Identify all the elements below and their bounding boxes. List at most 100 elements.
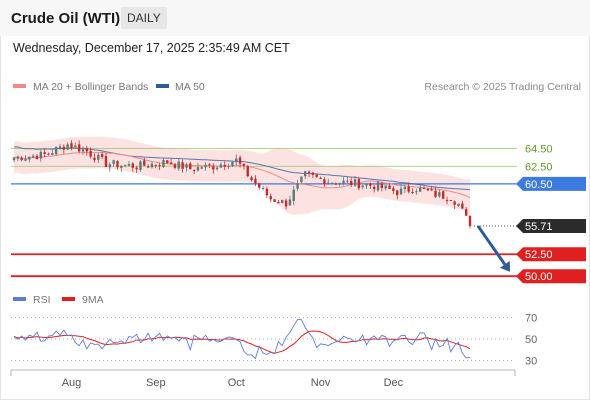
candle-body xyxy=(265,188,269,196)
candle-body xyxy=(200,167,203,169)
rsi-tick-label: 50 xyxy=(525,334,537,346)
candle-body xyxy=(43,152,46,155)
candle-body xyxy=(146,166,150,168)
resistance-label: 64.50 xyxy=(525,144,553,156)
candle-body xyxy=(192,169,196,171)
candle xyxy=(304,171,307,180)
rsi-tick-label: 70 xyxy=(525,312,537,324)
candle-body xyxy=(415,191,418,193)
candle-body xyxy=(66,144,69,150)
candle-body xyxy=(123,164,127,166)
candle xyxy=(330,182,334,184)
candle-body xyxy=(208,164,211,166)
candle-body xyxy=(116,161,119,168)
candle xyxy=(200,166,203,170)
candle xyxy=(47,152,50,156)
candle xyxy=(346,176,349,184)
candle-body xyxy=(219,164,223,168)
candle-body xyxy=(77,144,81,152)
candle xyxy=(104,152,108,168)
candle-body xyxy=(16,156,20,159)
candle xyxy=(227,163,230,170)
candle xyxy=(39,149,43,162)
candle xyxy=(31,153,35,159)
candle xyxy=(189,161,192,170)
candle-body xyxy=(315,174,318,177)
candle-body xyxy=(411,192,414,194)
candle xyxy=(445,196,449,205)
candle-body xyxy=(346,180,349,182)
candle xyxy=(261,185,265,190)
candle-body xyxy=(422,187,426,189)
candle-body xyxy=(361,185,364,188)
candle-body xyxy=(120,165,123,168)
candle-body xyxy=(426,188,430,191)
candle xyxy=(464,207,468,217)
candle xyxy=(250,175,253,182)
candle-body xyxy=(261,188,265,190)
support-label: 50.00 xyxy=(525,271,553,283)
candle xyxy=(273,198,276,202)
candle-body xyxy=(39,151,43,159)
candle-body xyxy=(399,188,403,195)
candle xyxy=(461,200,464,210)
candle-body xyxy=(258,183,261,188)
candle-body xyxy=(104,156,108,167)
candle xyxy=(284,198,288,210)
candle xyxy=(384,185,387,191)
candle xyxy=(235,154,238,166)
candle-body xyxy=(281,199,284,203)
candle xyxy=(62,144,66,154)
candle-body xyxy=(58,146,62,149)
candle-body xyxy=(227,166,230,168)
candle xyxy=(238,155,242,168)
candle-body xyxy=(31,155,35,158)
candle xyxy=(269,193,272,203)
candle-body xyxy=(457,203,460,207)
period-badge[interactable]: DAILY xyxy=(121,7,167,29)
candle-body xyxy=(365,183,368,186)
date-label: Wednesday, December 17, 2025 2:35:49 AM … xyxy=(13,41,290,55)
candle xyxy=(58,143,62,151)
candle-body xyxy=(97,154,100,160)
candle xyxy=(430,186,433,192)
candle xyxy=(357,177,361,191)
candle xyxy=(181,159,184,173)
candle-body xyxy=(235,158,238,163)
rsi-legend-label: RSI xyxy=(33,294,51,306)
candle xyxy=(81,146,85,155)
candle xyxy=(154,164,157,169)
candle-body xyxy=(461,203,464,209)
support-tag xyxy=(516,269,586,284)
x-tick-label: Dec xyxy=(384,377,404,389)
candle xyxy=(277,199,280,204)
candle-body xyxy=(215,167,219,170)
candle-body xyxy=(388,185,391,189)
candle-body xyxy=(12,157,16,161)
candle xyxy=(411,188,414,194)
x-tick-label: Nov xyxy=(311,377,331,389)
ma50-line xyxy=(13,146,471,191)
pivot-label: 60.50 xyxy=(525,179,553,191)
ma50-legend-swatch xyxy=(156,84,169,88)
ma20-legend-swatch xyxy=(13,84,26,88)
candle xyxy=(28,156,31,163)
candle-body xyxy=(330,182,334,184)
candle xyxy=(51,149,54,156)
candle xyxy=(66,142,69,151)
candle-body xyxy=(441,191,445,199)
candle-body xyxy=(100,154,104,158)
candle-body xyxy=(384,185,387,189)
candle xyxy=(146,164,150,169)
candle xyxy=(131,162,134,172)
candle xyxy=(70,140,73,151)
candle xyxy=(376,180,380,192)
candle-body xyxy=(166,160,169,164)
candle-body xyxy=(139,161,142,170)
candle xyxy=(177,158,180,171)
candle-body xyxy=(150,163,154,168)
candle-body xyxy=(158,165,161,167)
candle-body xyxy=(204,164,207,168)
candle-body xyxy=(173,164,177,168)
x-tick-label: Aug xyxy=(62,377,82,389)
